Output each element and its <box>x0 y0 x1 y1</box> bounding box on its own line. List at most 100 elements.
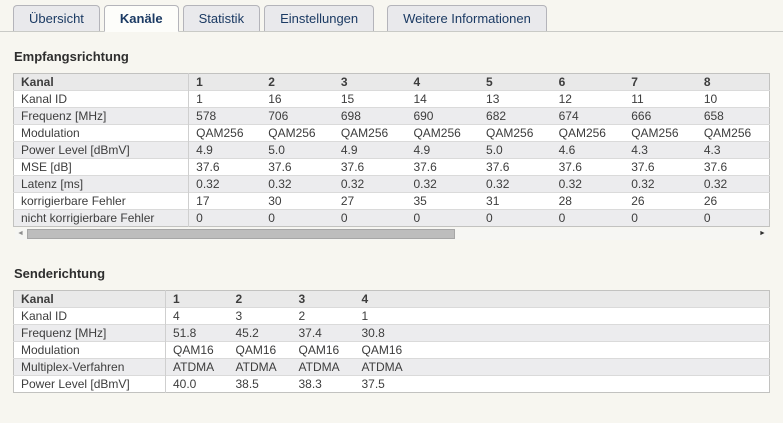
cell-value: 4.3 <box>703 143 721 157</box>
cell-value: 27 <box>340 194 355 208</box>
cell-value: QAM256 <box>631 126 679 140</box>
tab-kanaele[interactable]: Kanäle <box>103 5 179 32</box>
cell-value: 26 <box>703 194 718 208</box>
tab-weitere-informationen[interactable]: Weitere Informationen <box>387 5 547 31</box>
cell-value: 37.6 <box>268 160 292 174</box>
row-label: korrigierbare Fehler <box>13 192 190 210</box>
table-row: Frequenz [MHz] 51.8 45.2 37.4 30.8 <box>13 324 770 342</box>
cell-value: 12 <box>558 92 572 106</box>
cell-value: 40.0 <box>173 377 197 391</box>
tab-einstellungen[interactable]: Einstellungen <box>264 5 375 31</box>
cell-value: 37.6 <box>486 160 510 174</box>
cell-value: 26 <box>631 194 645 208</box>
column-header: 4 <box>354 290 418 308</box>
filler-cell <box>418 342 770 359</box>
cell-value: 0 <box>631 211 638 225</box>
column-header: 3 <box>291 290 355 308</box>
cell-value: 51.8 <box>173 326 197 340</box>
cell-value: 4.6 <box>558 143 576 157</box>
cell-value: ATDMA <box>235 360 277 374</box>
cell-value: 4.9 <box>340 143 358 157</box>
section-title-empfangsrichtung: Empfangsrichtung <box>14 49 129 64</box>
main-content: Empfangsrichtung Kanal 1 2 3 4 5 6 7 8 Kanal ID 1 1… <box>0 49 783 393</box>
scroll-left-arrow-icon[interactable]: ◄ <box>17 230 24 237</box>
empfangsrichtung-table: Kanal 1 2 3 4 5 6 7 8 Kanal ID 1 16 15 14 13 12 11 10 Freq… <box>13 73 770 227</box>
cell-value: 15 <box>340 92 355 106</box>
cell-value: 698 <box>340 109 361 123</box>
cell-value: QAM16 <box>298 343 340 357</box>
row-label: Modulation <box>13 341 166 359</box>
cell-value: QAM256 <box>486 126 534 140</box>
cell-value: 0.32 <box>268 177 292 191</box>
cell-value: 30 <box>268 194 282 208</box>
tab-uebersicht[interactable]: Übersicht <box>13 5 100 31</box>
cell-value: 37.6 <box>703 160 728 174</box>
cell-value: 45.2 <box>235 326 259 340</box>
filler-cell <box>418 308 770 325</box>
cell-value: 658 <box>703 109 724 123</box>
cell-value: 4.3 <box>631 143 648 157</box>
cell-value: 0.32 <box>558 177 582 191</box>
row-label: Power Level [dBmV] <box>13 375 166 393</box>
scrollbar-thumb[interactable] <box>27 229 455 239</box>
cell-value: 0 <box>196 211 203 225</box>
cell-value: 0 <box>340 211 348 225</box>
table-row: korrigierbare Fehler 17 30 27 35 31 28 26 26 <box>13 192 770 210</box>
cell-value: 0 <box>268 211 275 225</box>
cell-value: 14 <box>413 92 427 106</box>
column-header: 1 <box>165 290 229 308</box>
table-row: Modulation QAM16 QAM16 QAM16 QAM16 <box>13 341 770 359</box>
cell-value: 37.6 <box>196 160 220 174</box>
cell-value: 690 <box>413 109 434 123</box>
tab-bar: Übersicht Kanäle Statistik Einstellungen… <box>0 0 783 32</box>
scrollbar-track[interactable] <box>26 228 757 240</box>
cell-value: 578 <box>196 109 217 123</box>
cell-value: QAM16 <box>235 343 277 357</box>
cell-value: 37.6 <box>340 160 365 174</box>
cell-value: 5.0 <box>486 143 503 157</box>
cell-value: 38.3 <box>298 377 322 391</box>
cell-value: 10 <box>703 92 718 106</box>
column-header: 2 <box>228 290 292 308</box>
row-label: Latenz [ms] <box>13 175 190 193</box>
cell-value: 0.32 <box>631 177 655 191</box>
cell-value: 17 <box>196 194 210 208</box>
column-header: 2 <box>261 73 334 91</box>
cell-value: 2 <box>298 309 306 323</box>
scroll-right-arrow-icon[interactable]: ► <box>759 230 766 237</box>
cell-value: 0 <box>703 211 711 225</box>
cell-value: QAM256 <box>196 126 244 140</box>
cell-value: 11 <box>631 92 644 106</box>
cell-value: 37.6 <box>558 160 582 174</box>
section-title-senderichtung: Senderichtung <box>14 266 106 281</box>
cell-value: 28 <box>558 194 572 208</box>
filler-cell <box>418 325 770 342</box>
cell-value: ATDMA <box>361 360 403 374</box>
senderichtung-table: Kanal 1 2 3 4 Kanal ID 4 3 2 1 Frequenz [MHz] 51.8 4… <box>13 290 770 393</box>
row-label: Frequenz [MHz] <box>13 324 166 342</box>
table-header-row: Kanal 1 2 3 4 5 6 7 8 <box>13 73 770 91</box>
tab-statistik[interactable]: Statistik <box>182 5 261 31</box>
column-header: 1 <box>188 73 262 91</box>
cell-value: 38.5 <box>235 377 259 391</box>
cell-value: 666 <box>631 109 652 123</box>
table-row: Latenz [ms] 0.32 0.32 0.32 0.32 0.32 0.32 0.32 0… <box>13 175 770 193</box>
cell-value: 4 <box>173 309 180 323</box>
column-header: 5 <box>479 73 552 91</box>
cell-value: 4.9 <box>196 143 213 157</box>
table-row: Multiplex-Verfahren ATDMA ATDMA ATDMA ATDMA <box>13 358 770 376</box>
horizontal-scrollbar[interactable]: ◄ ► <box>15 228 768 240</box>
cell-value: 16 <box>268 92 282 106</box>
cell-value: ATDMA <box>298 360 340 374</box>
table-row: Power Level [dBmV] 40.0 38.5 38.3 37.5 <box>13 375 770 393</box>
row-label: Multiplex-Verfahren <box>13 358 166 376</box>
table-row: nicht korrigierbare Fehler 0 0 0 0 0 0 0 0 <box>13 209 770 227</box>
cell-value: ATDMA <box>173 360 215 374</box>
cell-value: 37.6 <box>631 160 655 174</box>
cell-value: 706 <box>268 109 289 123</box>
cell-value: 1 <box>196 92 203 106</box>
column-header: 8 <box>696 73 770 91</box>
cell-value: QAM256 <box>413 126 461 140</box>
filler-cell <box>418 376 770 393</box>
table-row: MSE [dB] 37.6 37.6 37.6 37.6 37.6 37.6 37.6 37.6 <box>13 158 770 176</box>
